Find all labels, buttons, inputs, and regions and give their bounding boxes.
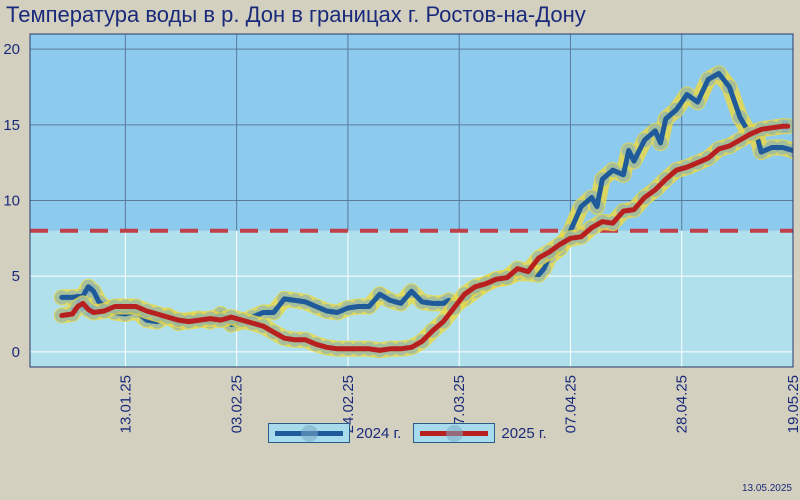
x-tick-label: 03.02.25 [229, 375, 246, 433]
legend-swatch-2024 [268, 423, 350, 443]
y-tick-label: 0 [12, 344, 20, 361]
x-tick-label: 28.04.25 [674, 375, 691, 433]
legend-swatch-2025 [413, 423, 496, 443]
legend-label-2025: 2025 г. [501, 424, 547, 442]
series-2025 [53, 118, 793, 359]
x-tick-label: 24.02.25 [340, 375, 357, 433]
date-stamp: 13.05.2025 [741, 483, 792, 494]
x-tick-label: 19.05.25 [785, 375, 800, 433]
legend: 2024 г. 2025 г. [268, 423, 553, 443]
x-tick-label: 13.01.25 [117, 375, 134, 433]
plot-border [29, 33, 794, 368]
y-tick-label: 15 [3, 117, 20, 134]
y-tick-label: 5 [12, 268, 20, 285]
series-line [59, 123, 791, 353]
legend-label-2024: 2024 г. [356, 424, 402, 442]
y-tick-label: 20 [3, 41, 20, 58]
chart-title: Температура воды в р. Дон в границах г. … [6, 2, 586, 27]
plot-background-upper [30, 34, 793, 231]
x-tick-label: 17.03.25 [451, 375, 468, 433]
legend-item-2025: 2025 г. [413, 423, 552, 443]
x-tick-label: 07.04.25 [562, 375, 579, 433]
legend-item-2024: 2024 г. [268, 423, 407, 443]
y-tick-label: 10 [3, 193, 20, 210]
